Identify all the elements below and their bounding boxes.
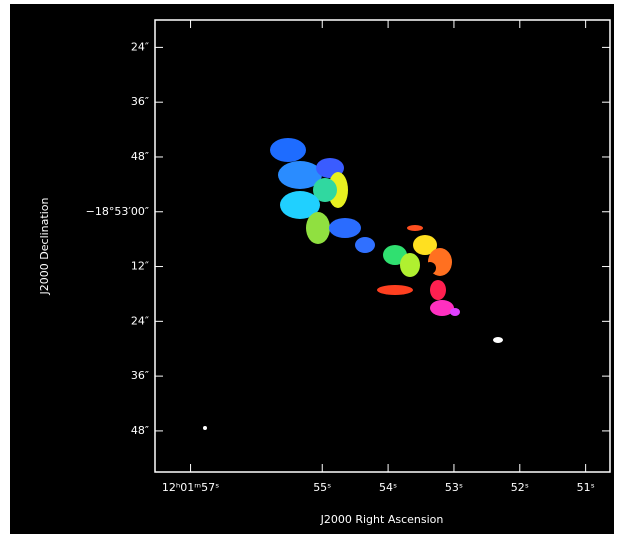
plot-frame [154,19,611,473]
x-tick-label: 51ˢ [577,481,595,494]
x-tick-label: 52ˢ [511,481,529,494]
x-axis-title: J2000 Right Ascension [320,513,444,526]
emission-map [203,138,503,430]
y-tick-label: 48″ [131,424,149,437]
x-tick-label: 54ˢ [379,481,397,494]
x-tick-label: 53ˢ [445,481,463,494]
y-tick-label: 36″ [131,95,149,108]
x-tick-label: 55ˢ [313,481,331,494]
background [10,4,614,534]
y-tick-label: 24″ [131,314,149,327]
y-tick-label: 24″ [131,40,149,53]
y-tick-label: 48″ [131,150,149,163]
y-tick-label: 12″ [131,260,149,273]
y-tick-label: 36″ [131,369,149,382]
y-axis-title: J2000 Declination [38,198,51,296]
x-tick-label: 12ʰ01ᵐ57ˢ [162,481,219,494]
y-tick-label: −18°53′00″ [86,205,149,218]
